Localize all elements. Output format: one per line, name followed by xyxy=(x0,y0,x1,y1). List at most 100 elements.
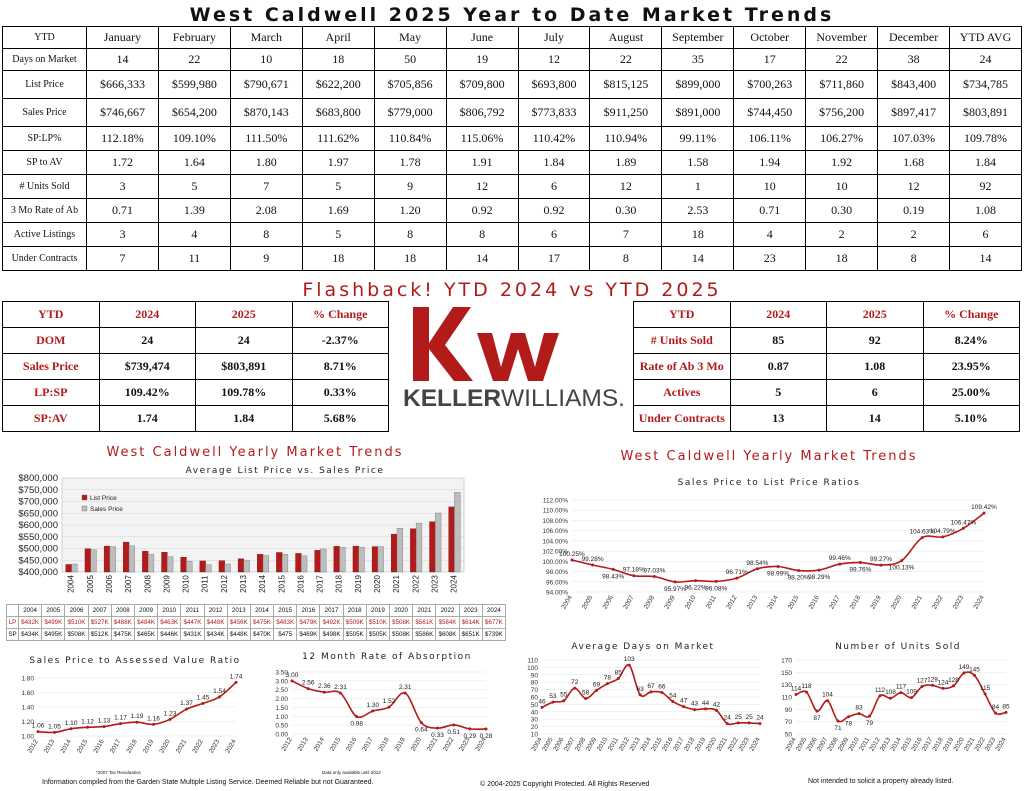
compare-row-label: SP:AV xyxy=(2,405,100,432)
row-label: Days on Market xyxy=(2,48,87,71)
y-tick-label: 110.00% xyxy=(543,508,568,515)
year-table-row: LP $432K $499K $510K $527K $488K $484K $463K $44… xyxy=(6,616,507,629)
compare-cell: 24 xyxy=(195,327,293,354)
compare-header-cell: % Change xyxy=(922,301,1020,328)
data-point xyxy=(290,679,294,683)
data-point xyxy=(649,690,653,694)
table-cell: 10 xyxy=(733,174,807,199)
data-point xyxy=(573,686,577,690)
table-cell: 0.92 xyxy=(445,198,519,223)
data-label: 85 xyxy=(1002,703,1010,710)
data-point xyxy=(952,684,955,688)
table-cell: 5 xyxy=(157,174,231,199)
data-point xyxy=(714,579,718,583)
data-point xyxy=(910,696,913,700)
y-tick-label: $650,000 xyxy=(18,508,58,519)
compare-cell: 109.42% xyxy=(98,379,196,406)
bar-list-price xyxy=(429,521,436,573)
table-cell: 50 xyxy=(373,48,447,71)
year-table-header-cell: 2015 xyxy=(273,604,298,617)
x-tick-label: 2006 xyxy=(602,594,615,610)
y-tick-label: 96.00% xyxy=(546,579,568,586)
compare-row: DOM 24 24 -2.37% xyxy=(2,327,389,354)
year-table-cell: $475K xyxy=(249,616,275,629)
table-cell: 0.19 xyxy=(877,198,951,223)
data-label: 2.36 xyxy=(318,683,331,690)
table-row: # Units Sold 3 5 7 5 9 12 6 12 1 10 10 12 92 xyxy=(2,174,1022,199)
table-cell: 38 xyxy=(877,48,951,71)
x-tick-label: 2017 xyxy=(828,594,841,610)
year-table-cell: $488K xyxy=(110,616,135,629)
compare-header-cell: 2025 xyxy=(826,301,924,328)
x-tick-label: 2019 xyxy=(394,736,407,752)
bar-sales-price xyxy=(377,546,384,573)
table-cell: 1.08 xyxy=(949,198,1022,223)
data-point xyxy=(218,695,221,699)
bar-sales-price xyxy=(415,522,423,573)
table-cell: 2 xyxy=(805,222,879,247)
table-cell: 10 xyxy=(805,174,879,199)
table-cell: $683,800 xyxy=(301,98,375,127)
y-tick-label: 106.00% xyxy=(542,528,568,535)
data-point xyxy=(878,694,882,698)
bar-list-price xyxy=(65,564,72,573)
year-table-row: SP $434K $495K $508K $512K $475K $465K $446K $43… xyxy=(6,628,507,641)
header-cell: September xyxy=(661,26,735,49)
compare-cell: 14 xyxy=(826,405,924,432)
row-label: Under Contracts xyxy=(2,246,87,271)
x-tick-label: 2008 xyxy=(643,594,656,610)
table-cell: 3 xyxy=(86,174,159,199)
data-point xyxy=(660,691,664,695)
x-tick-label: 2024 xyxy=(224,738,237,754)
data-point xyxy=(403,691,407,695)
compare-row: SP:AV 1.74 1.84 5.68% xyxy=(2,405,389,432)
table-cell: $815,125 xyxy=(589,70,663,99)
data-label: 98.29% xyxy=(808,574,830,581)
year-table-cell: $434K xyxy=(203,628,228,641)
footer-copyright: © 2004-2025 Copyright Protected. All Rig… xyxy=(480,781,650,788)
year-table-header: 2004 2005 2006 2007 2008 2009 2010 2011 2012 2013… xyxy=(6,604,507,617)
year-table-cell: $470K xyxy=(249,628,275,641)
legend-swatch xyxy=(81,494,88,501)
y-tick-label: $700,000 xyxy=(18,497,58,508)
table-cell: 5 xyxy=(301,174,375,199)
data-label: 55 xyxy=(560,692,568,699)
data-point xyxy=(838,562,842,566)
data-label: 104.63% xyxy=(909,529,935,536)
table-row: SP to AV 1.72 1.64 1.80 1.97 1.78 1.91 1.84 1.89… xyxy=(2,150,1022,175)
y-tick-label: 150 xyxy=(781,670,792,677)
bar-sales-price xyxy=(262,555,269,573)
data-label: 100.25% xyxy=(559,551,585,558)
table-cell: $744,450 xyxy=(733,98,807,127)
row-label: 3 Mo Rate of Ab xyxy=(2,198,87,223)
table-cell: $806,792 xyxy=(445,98,519,127)
compare-cell: 1.84 xyxy=(195,405,293,432)
year-table-header-cell: 2008 xyxy=(110,604,135,617)
compare-cell: 1.74 xyxy=(98,405,196,432)
data-point xyxy=(983,692,987,696)
bar-list-price xyxy=(84,548,91,573)
data-point xyxy=(920,685,924,689)
table-row: Sales Price $746,667 $654,200 $870,143 $683,… xyxy=(2,98,1022,127)
header-cell: January xyxy=(86,26,159,49)
year-table-cell: $584K xyxy=(435,616,460,629)
x-tick-label: 2016 xyxy=(296,575,305,593)
x-tick-label: 2024 xyxy=(994,736,1007,752)
data-point xyxy=(540,705,544,709)
data-label: 96.71% xyxy=(726,569,748,576)
table-row: 3 Mo Rate of Ab 0.71 1.39 2.08 1.69 1.20 0.92 0… xyxy=(2,198,1022,223)
y-tick-label: 0.50 xyxy=(275,723,288,730)
sp-av-chart-title: Sales Price to Assessed Value Ratio xyxy=(29,656,241,666)
data-label: 44 xyxy=(702,700,710,707)
bar-sales-price xyxy=(224,563,231,573)
kw-wordmark: KELLERWILLIAMS. xyxy=(403,385,625,412)
table-cell: 1.72 xyxy=(86,150,159,175)
year-table-header-cell: 2024 xyxy=(481,604,507,617)
bar-list-price xyxy=(180,556,187,573)
data-label: 42 xyxy=(713,701,721,708)
data-label: 1.10 xyxy=(65,720,78,727)
data-label: 46 xyxy=(538,698,546,705)
data-label: 58 xyxy=(582,689,590,696)
data-point xyxy=(815,709,819,713)
